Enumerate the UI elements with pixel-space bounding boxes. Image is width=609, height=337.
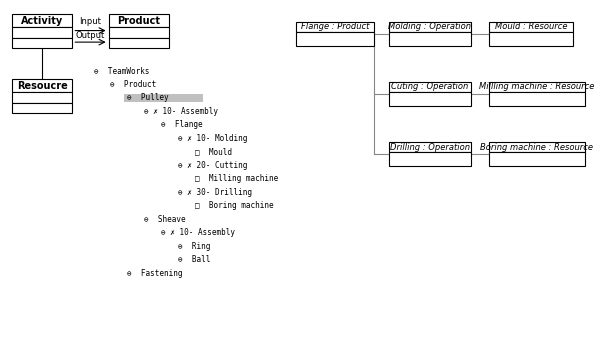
- Text: ⊖ ✗ 20- Cutting: ⊖ ✗ 20- Cutting: [178, 161, 247, 170]
- Bar: [12, 80, 72, 92]
- Text: ⊖  Ball: ⊖ Ball: [178, 255, 210, 264]
- Text: ⊖  Fastening: ⊖ Fastening: [127, 269, 183, 278]
- Bar: [488, 22, 573, 32]
- Bar: [389, 92, 471, 106]
- Bar: [488, 82, 585, 92]
- Text: ⊖ ✗ 10- Assembly: ⊖ ✗ 10- Assembly: [144, 107, 218, 116]
- Text: ⊖  Pulley: ⊖ Pulley: [127, 93, 169, 102]
- Text: Input: Input: [80, 17, 102, 26]
- Text: Molding : Operation: Molding : Operation: [389, 22, 471, 31]
- Text: ⊖  Ring: ⊖ Ring: [178, 242, 210, 251]
- Text: Boring machine : Resource: Boring machine : Resource: [481, 143, 593, 152]
- Bar: [389, 32, 471, 46]
- Bar: [108, 27, 169, 38]
- Text: Output: Output: [76, 31, 105, 40]
- Bar: [12, 103, 72, 113]
- Text: ⊖ ✗ 10- Assembly: ⊖ ✗ 10- Assembly: [161, 228, 235, 237]
- Bar: [389, 142, 471, 152]
- Text: ⊖ ✗ 10- Molding: ⊖ ✗ 10- Molding: [178, 134, 247, 143]
- Text: Resoucre: Resoucre: [17, 81, 68, 91]
- Bar: [108, 14, 169, 27]
- Bar: [12, 27, 72, 38]
- Bar: [124, 94, 203, 102]
- Bar: [389, 152, 471, 166]
- Text: ⊖  Flange: ⊖ Flange: [161, 120, 203, 129]
- Bar: [389, 22, 471, 32]
- Bar: [295, 32, 374, 46]
- Bar: [108, 38, 169, 48]
- Text: □  Milling machine: □ Milling machine: [195, 174, 278, 183]
- Text: ⊖  TeamWorks: ⊖ TeamWorks: [94, 66, 149, 75]
- Text: Cuting : Operation: Cuting : Operation: [391, 83, 468, 91]
- Text: Product: Product: [118, 16, 160, 26]
- Text: □  Boring machine: □ Boring machine: [195, 201, 273, 210]
- Bar: [488, 142, 585, 152]
- Bar: [389, 82, 471, 92]
- Text: Millling machine : Resource: Millling machine : Resource: [479, 83, 594, 91]
- Bar: [488, 32, 573, 46]
- Text: ⊖  Sheave: ⊖ Sheave: [144, 215, 186, 224]
- Text: ⊖ ✗ 30- Drilling: ⊖ ✗ 30- Drilling: [178, 188, 252, 197]
- Bar: [295, 22, 374, 32]
- Text: ⊖  Product: ⊖ Product: [110, 80, 157, 89]
- Text: Activity: Activity: [21, 16, 63, 26]
- Text: Drilling : Operation: Drilling : Operation: [390, 143, 470, 152]
- Bar: [12, 38, 72, 48]
- Bar: [12, 92, 72, 103]
- Bar: [12, 14, 72, 27]
- Text: □  Mould: □ Mould: [195, 147, 232, 156]
- Bar: [488, 152, 585, 166]
- Text: Flange : Product: Flange : Product: [301, 22, 369, 31]
- Text: Mould : Resource: Mould : Resource: [495, 22, 567, 31]
- Bar: [488, 92, 585, 106]
